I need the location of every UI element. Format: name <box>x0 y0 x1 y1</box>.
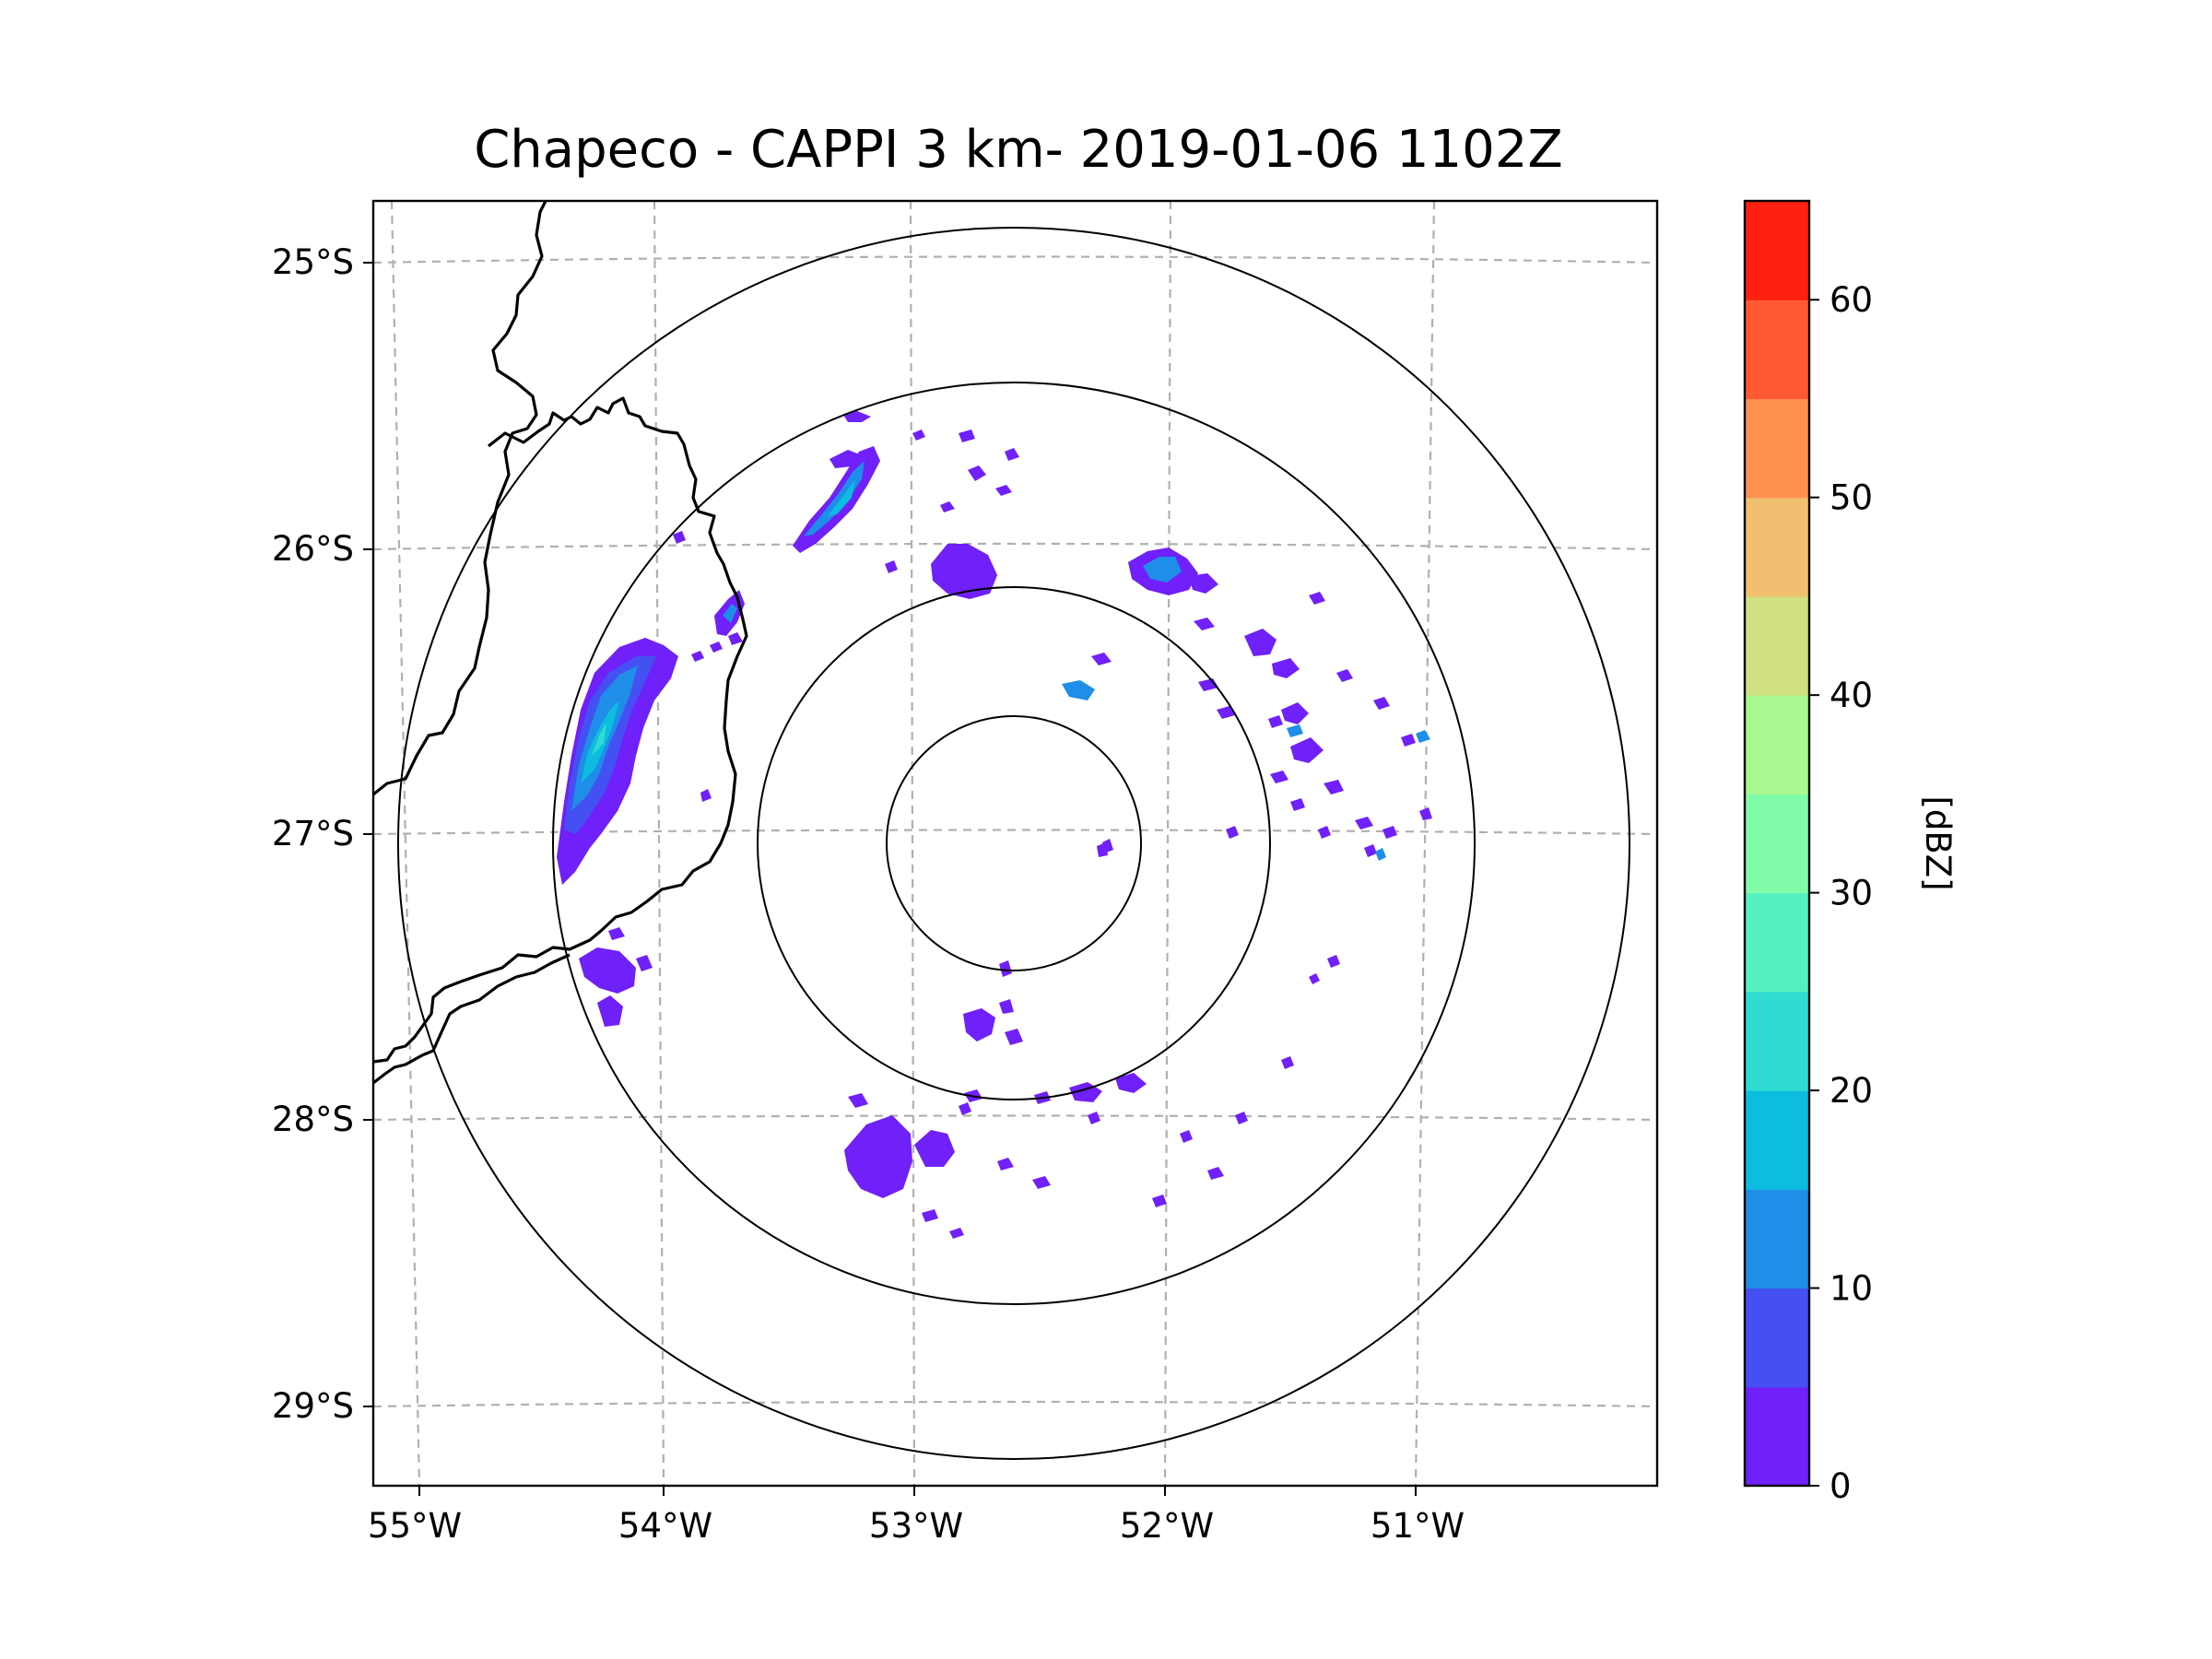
colorbar-ticks <box>1809 299 1819 1487</box>
parallel-26s <box>373 542 1657 551</box>
x-axis-labels: 55°W 54°W 53°W 52°W 51°W <box>368 1506 1465 1546</box>
colorbar-tick-label: 30 <box>1830 874 1873 913</box>
colorbar-band <box>1745 497 1809 597</box>
meridian-51w <box>1414 201 1436 1486</box>
colorbar-band <box>1745 695 1809 794</box>
colorbar-tick-label: 40 <box>1830 676 1873 715</box>
y-axis-labels: 25°S 26°S 27°S 28°S 29°S <box>272 242 354 1426</box>
range-rings <box>397 227 1630 1460</box>
echo-south <box>844 842 1294 1239</box>
lon-label-55w: 55°W <box>368 1506 462 1546</box>
colorbar-tick-label: 50 <box>1830 478 1873 518</box>
echo-north-west <box>793 411 880 553</box>
parallel-29s <box>373 1400 1657 1408</box>
lat-label-25s: 25°S <box>272 242 354 282</box>
colorbar: 0 10 20 30 40 50 60 [dBZ] <box>1743 199 1958 1506</box>
colorbar-band <box>1745 398 1809 499</box>
colorbar-tick-labels: 0 10 20 30 40 50 60 <box>1830 280 1873 1506</box>
meridian-55w <box>390 201 421 1486</box>
map-area[interactable] <box>373 201 1657 1486</box>
meridian-53w <box>909 201 916 1486</box>
colorbar-band <box>1745 1189 1809 1289</box>
echo-south-west <box>579 531 743 1027</box>
meridian-52w <box>1163 201 1172 1486</box>
colorbar-tick-label: 60 <box>1830 280 1873 320</box>
border-south <box>373 953 571 1085</box>
echo-east-blue <box>1287 724 1430 861</box>
colorbar-band <box>1745 1090 1809 1190</box>
range-ring-4 <box>397 227 1630 1460</box>
parallel-25s <box>373 255 1657 265</box>
colorbar-band <box>1745 1288 1809 1388</box>
range-ring-3 <box>552 382 1476 1305</box>
border-misiones <box>373 396 748 1064</box>
lon-label-53w: 53°W <box>869 1506 963 1546</box>
chart-title: Chapeco - CAPPI 3 km- 2019-01-06 1102Z <box>474 120 1563 180</box>
echo-north-east <box>1062 547 1325 700</box>
border-argentina-brazil-north <box>373 201 547 796</box>
colorbar-band <box>1745 794 1809 894</box>
colorbar-band <box>1745 892 1809 993</box>
radar-echoes <box>557 411 1432 1239</box>
political-borders <box>373 201 748 1085</box>
echo-north <box>885 429 1019 599</box>
colorbar-tick-label: 10 <box>1830 1269 1873 1309</box>
colorbar-band <box>1745 991 1809 1091</box>
colorbar-band <box>1745 201 1809 300</box>
range-ring-1 <box>886 715 1142 971</box>
lon-label-51w: 51°W <box>1371 1506 1465 1546</box>
map-frame <box>371 199 1659 1488</box>
colorbar-band <box>1745 1386 1809 1487</box>
echo-west <box>557 638 678 885</box>
lat-label-26s: 26°S <box>272 529 354 569</box>
colorbar-bands <box>1745 201 1809 1487</box>
parallel-27s <box>373 829 1657 836</box>
parallel-28s <box>373 1114 1657 1122</box>
lat-label-27s: 27°S <box>272 814 354 853</box>
colorbar-band <box>1745 595 1809 696</box>
colorbar-band <box>1745 300 1809 400</box>
lat-label-28s: 28°S <box>272 1100 354 1139</box>
lon-label-52w: 52°W <box>1120 1506 1214 1546</box>
lon-label-54w: 54°W <box>618 1506 712 1546</box>
meridian-54w <box>653 201 665 1486</box>
axis-ticks <box>363 262 1417 1496</box>
colorbar-tick-label: 20 <box>1830 1071 1873 1111</box>
range-ring-2 <box>757 586 1271 1100</box>
graticule <box>373 201 1657 1486</box>
colorbar-label: [dBZ] <box>1918 795 1958 890</box>
colorbar-tick-label: 0 <box>1830 1466 1852 1506</box>
lat-label-29s: 29°S <box>272 1386 354 1426</box>
colorbar-frame <box>1743 199 1811 1488</box>
